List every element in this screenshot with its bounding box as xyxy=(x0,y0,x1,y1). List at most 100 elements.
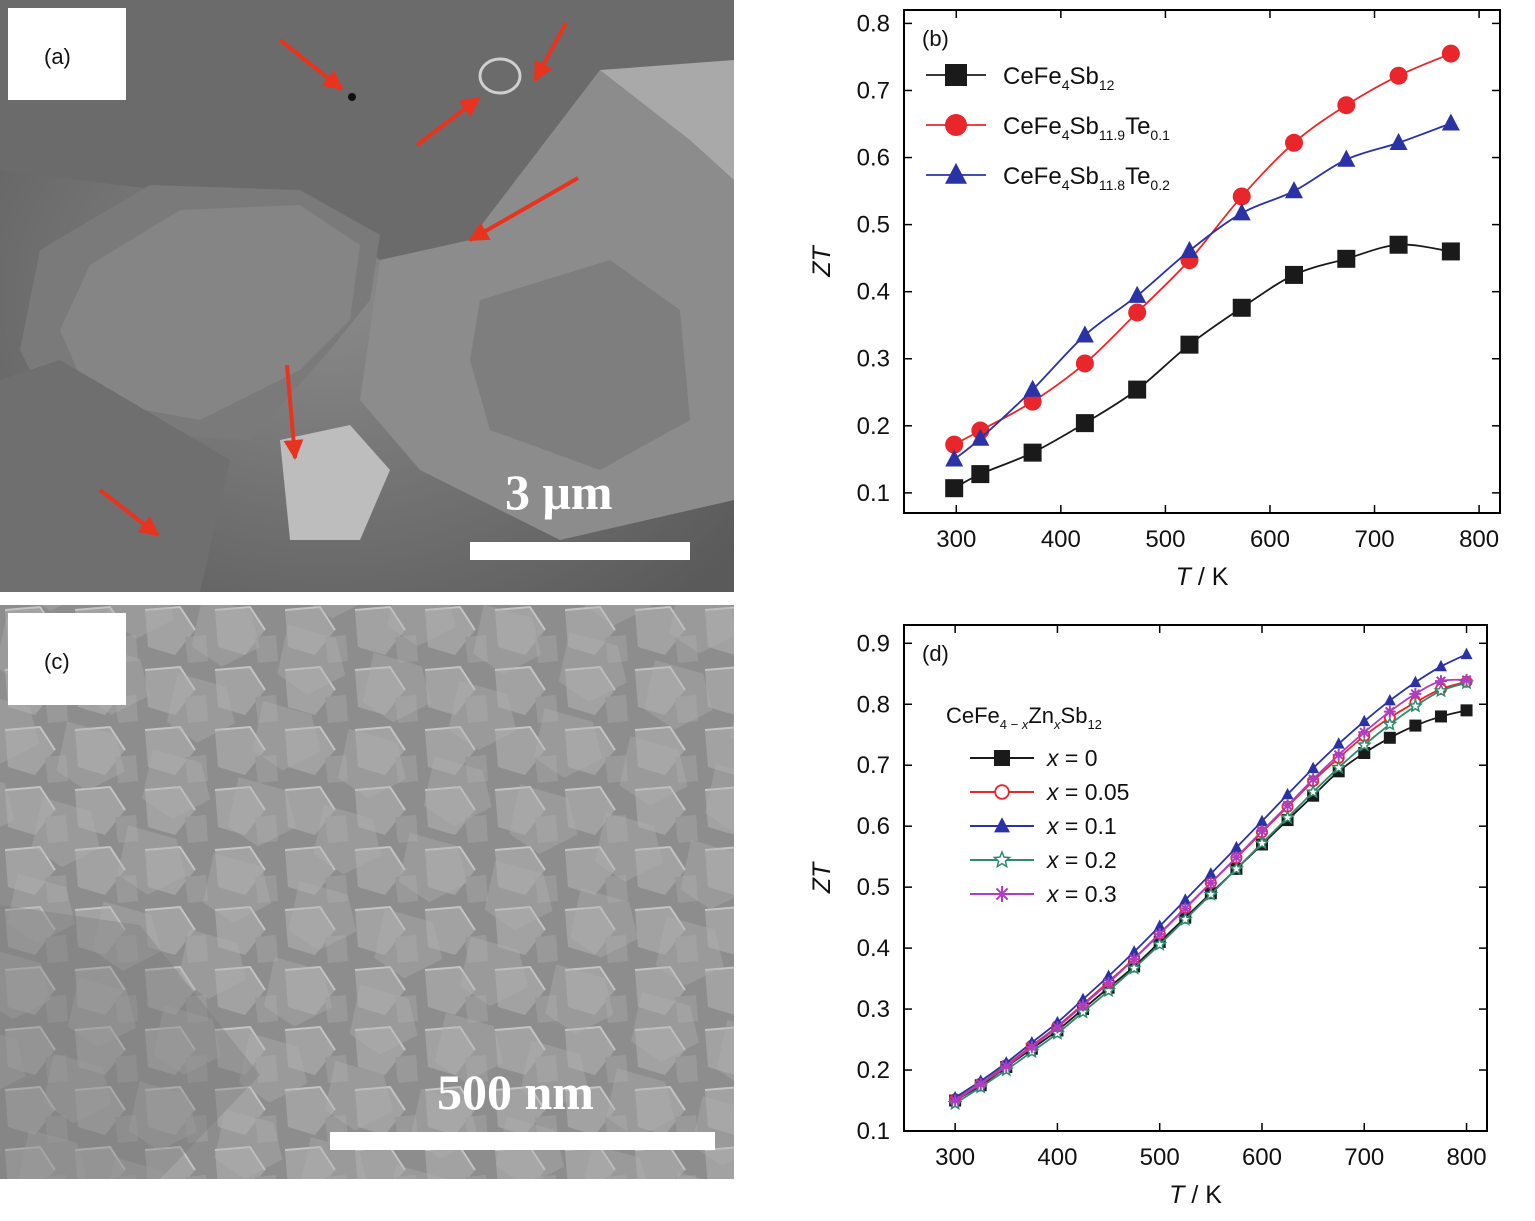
data-point xyxy=(1232,203,1251,221)
series-square xyxy=(945,235,1460,498)
y-tick-label: 0.1 xyxy=(857,480,890,507)
y-tick-label: 0.8 xyxy=(857,691,890,718)
legend-entry: CeFe4Sb12 xyxy=(1003,63,1115,93)
data-point xyxy=(1307,773,1320,786)
data-point xyxy=(1203,886,1219,901)
data-point xyxy=(1023,443,1042,462)
legend-entry: CeFe4Sb11.8Te0.2 xyxy=(1003,163,1170,193)
x-tick-label: 800 xyxy=(1447,1144,1487,1171)
data-point xyxy=(1434,659,1447,672)
data-point xyxy=(1255,825,1268,838)
data-point xyxy=(1153,919,1166,931)
data-point xyxy=(1356,737,1372,752)
y-tick-label: 0.7 xyxy=(857,77,890,104)
data-point xyxy=(1204,867,1217,879)
scale-bar-label: 500 nm xyxy=(437,1064,594,1120)
data-point xyxy=(1128,953,1141,966)
data-point xyxy=(1460,647,1473,660)
y-tick-label: 0.6 xyxy=(857,813,890,840)
chart-d: 300 400 500 600 700 800 0.1 0.2 0.3 0.4 0.5 0.6 0.7 0… xyxy=(780,605,1535,1216)
legend-entry: x = 0.05 xyxy=(1046,779,1129,805)
chart-d-svg: 300 400 500 600 700 800 0.1 0.2 0.3 0.4 0.5 0.6 0.7 0… xyxy=(808,624,1488,1209)
data-point xyxy=(1434,675,1447,688)
y-tick-label: 0.4 xyxy=(857,935,890,962)
legend-marker xyxy=(992,850,1012,869)
data-point xyxy=(1331,759,1347,775)
legend-marker xyxy=(945,64,967,86)
data-point xyxy=(1409,687,1422,700)
x-tick-label: 300 xyxy=(935,1144,975,1171)
data-point xyxy=(1025,1040,1038,1053)
legend-entry: x = 0.3 xyxy=(1046,881,1117,907)
x-tick-label: 800 xyxy=(1459,526,1499,553)
legend-marker xyxy=(994,817,1010,833)
series-circle xyxy=(945,44,1460,454)
data-point xyxy=(1281,799,1294,812)
data-point xyxy=(1232,187,1251,206)
data-point xyxy=(1337,96,1356,115)
data-point xyxy=(1337,149,1356,167)
x-tick-label: 400 xyxy=(1037,1144,1077,1171)
data-point xyxy=(1101,982,1117,998)
y-tick-label: 0.3 xyxy=(857,996,890,1023)
plot-frame xyxy=(903,624,1488,1132)
data-point xyxy=(1179,893,1192,905)
data-point xyxy=(1332,748,1345,761)
panel-label-box: (c) xyxy=(8,613,126,705)
legend: CeFe4 − xZnxSb12 x = 0 x = 0.05 x = 0.1 x = … xyxy=(946,703,1129,907)
x-tick-label: 500 xyxy=(1145,526,1185,553)
series-asterisk xyxy=(949,673,1473,1107)
y-tick-label: 0.6 xyxy=(857,145,890,172)
legend-marker xyxy=(945,114,967,136)
x-axis-label: T / K xyxy=(1169,1181,1222,1209)
data-point xyxy=(1075,325,1094,343)
legend-marker xyxy=(945,162,967,184)
data-point xyxy=(1230,840,1243,853)
y-tick-label: 0.3 xyxy=(857,346,890,373)
data-point xyxy=(1075,414,1094,433)
x-tick-label: 700 xyxy=(1355,526,1395,553)
y-tick-label: 0.5 xyxy=(857,874,890,901)
y-axis-label: ZT xyxy=(808,861,836,894)
y-tick-label: 0.1 xyxy=(857,1118,890,1145)
data-point xyxy=(1023,379,1042,397)
data-point xyxy=(974,1078,987,1091)
data-point xyxy=(1441,242,1460,261)
data-point xyxy=(1075,354,1094,373)
y-tick-label: 0.5 xyxy=(857,212,890,239)
data-point xyxy=(1305,784,1321,799)
panel-label: (c) xyxy=(44,649,70,674)
legend-entry: x = 0 xyxy=(1046,745,1098,771)
data-point xyxy=(1128,285,1147,303)
chart-b: 300 400 500 600 700 800 0.1 0.2 0.3 0.4 0.5 0.6 0.7 0… xyxy=(780,0,1535,600)
y-tick-label: 0.4 xyxy=(857,279,890,306)
data-point xyxy=(1441,44,1460,63)
x-tick-label: 400 xyxy=(1041,526,1081,553)
data-point xyxy=(971,428,990,446)
plot-frame xyxy=(903,9,1501,514)
data-point xyxy=(1128,380,1147,399)
data-point xyxy=(1228,860,1244,876)
data-point xyxy=(949,1094,962,1107)
data-point xyxy=(1460,673,1473,686)
legend: CeFe4Sb12 CeFe4Sb11.9Te0.1 CeFe4Sb11.8Te0.… xyxy=(926,63,1170,193)
legend-marker xyxy=(994,784,1010,800)
y-tick-label: 0.7 xyxy=(857,752,890,779)
data-point xyxy=(1076,999,1089,1012)
sem-image-c: (c) 500 nm xyxy=(0,605,734,1179)
data-point xyxy=(1285,265,1304,284)
y-tick-label: 0.8 xyxy=(857,10,890,37)
y-tick-label: 0.2 xyxy=(857,1057,890,1084)
data-point xyxy=(1232,298,1251,317)
x-tick-label: 600 xyxy=(1250,526,1290,553)
x-tick-label: 600 xyxy=(1242,1144,1282,1171)
data-point xyxy=(1441,113,1460,131)
panel-label-box: (a) xyxy=(8,8,126,100)
data-point xyxy=(1180,335,1199,354)
data-point xyxy=(1102,976,1115,989)
data-point xyxy=(1383,693,1396,706)
scale-bar xyxy=(470,542,690,560)
data-point xyxy=(1337,249,1356,268)
data-point xyxy=(1204,876,1217,889)
y-axis-label: ZT xyxy=(808,245,836,278)
